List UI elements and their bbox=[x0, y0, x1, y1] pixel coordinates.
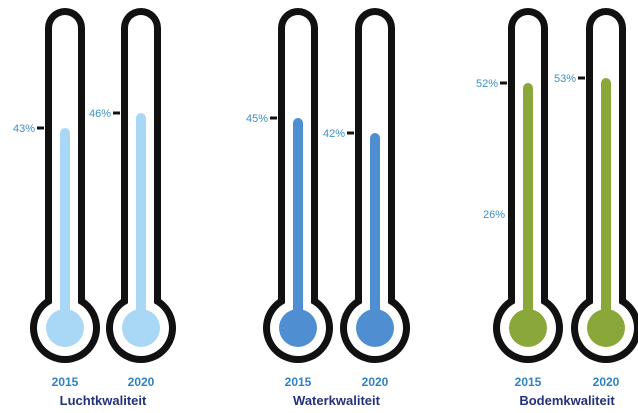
thermometer: 52% 26% 2015 bbox=[476, 8, 563, 389]
thermometer-bulb-fill bbox=[279, 309, 317, 347]
thermometer-level-bar bbox=[601, 78, 611, 320]
year-label: 2015 bbox=[515, 375, 542, 389]
value-label: 46% bbox=[89, 108, 111, 120]
year-label: 2020 bbox=[362, 375, 389, 389]
thermometer-level-bar bbox=[523, 83, 533, 320]
thermometer-group: 52% 26% 2015 53% 2020 Bodemkwaliteit bbox=[476, 8, 638, 408]
value-label: 52% bbox=[476, 78, 498, 90]
thermometer-group: 43% 2015 46% 2020 Luchtkwaliteit bbox=[13, 8, 176, 408]
year-label: 2015 bbox=[285, 375, 312, 389]
value-label: 53% bbox=[554, 73, 576, 85]
thermometer-level-bar bbox=[60, 128, 70, 320]
thermometer: 53% 2020 bbox=[554, 8, 638, 389]
thermometer-bulb-fill bbox=[46, 309, 84, 347]
thermometer: 45% 2015 bbox=[246, 8, 333, 389]
thermometer: 43% 2015 bbox=[13, 8, 101, 389]
group-label: Bodemkwaliteit bbox=[519, 393, 615, 408]
thermometer: 46% 2020 bbox=[89, 8, 176, 389]
group-label: Luchtkwaliteit bbox=[60, 393, 147, 408]
thermometer-level-bar bbox=[370, 133, 380, 320]
value-label: 42% bbox=[323, 128, 345, 140]
extra-value-label: 26% bbox=[483, 209, 505, 221]
thermometer-bulb-fill bbox=[587, 309, 625, 347]
thermometer-level-bar bbox=[136, 113, 146, 320]
year-label: 2015 bbox=[52, 375, 79, 389]
thermometer-bulb-fill bbox=[509, 309, 547, 347]
value-label: 43% bbox=[13, 123, 35, 135]
thermometer-level-bar bbox=[293, 118, 303, 320]
thermometer: 42% 2020 bbox=[323, 8, 411, 389]
value-label: 45% bbox=[246, 113, 268, 125]
thermometer-group: 45% 2015 42% 2020 Waterkwaliteit bbox=[246, 8, 411, 408]
year-label: 2020 bbox=[128, 375, 155, 389]
group-label: Waterkwaliteit bbox=[293, 393, 381, 408]
year-label: 2020 bbox=[593, 375, 620, 389]
thermometer-bulb-fill bbox=[122, 309, 160, 347]
thermometer-bulb-fill bbox=[356, 309, 394, 347]
